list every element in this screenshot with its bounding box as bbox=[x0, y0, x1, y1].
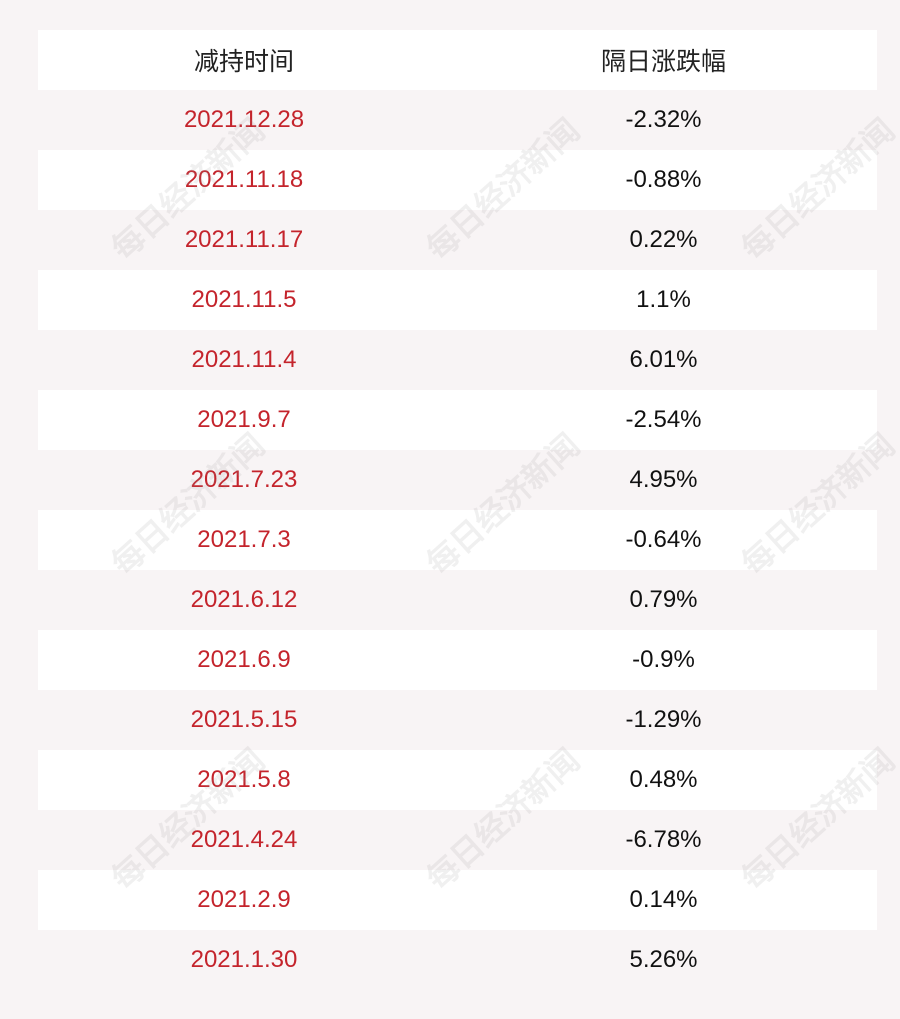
reduction-date: 2021.11.4 bbox=[191, 346, 297, 373]
table-row: 2021.11.17 0.22% bbox=[38, 210, 877, 270]
next-day-change: -2.32% bbox=[625, 106, 702, 133]
table-row: 2021.7.3 -0.64% bbox=[38, 510, 877, 570]
next-day-change: -2.54% bbox=[625, 406, 702, 433]
table-row: 2021.11.18 -0.88% bbox=[38, 150, 877, 210]
table-row: 2021.4.24 -6.78% bbox=[38, 810, 877, 870]
table-row: 2021.5.15 -1.29% bbox=[38, 690, 877, 750]
next-day-change: -0.64% bbox=[625, 526, 702, 553]
reduction-table: 减持时间 隔日涨跌幅 2021.12.28 -2.32% 2021.11.18 -0.… bbox=[38, 30, 877, 990]
reduction-date: 2021.7.3 bbox=[197, 526, 291, 553]
reduction-date: 2021.12.28 bbox=[183, 106, 305, 133]
next-day-change: 0.22% bbox=[629, 226, 698, 253]
table-row: 2021.7.23 4.95% bbox=[38, 450, 877, 510]
table-row: 2021.6.9 -0.9% bbox=[38, 630, 877, 690]
reduction-date: 2021.1.30 bbox=[190, 946, 298, 973]
table-header: 减持时间 隔日涨跌幅 bbox=[38, 30, 877, 90]
table-row: 2021.11.4 6.01% bbox=[38, 330, 877, 390]
next-day-change: 6.01% bbox=[629, 346, 698, 373]
reduction-date: 2021.6.9 bbox=[197, 646, 291, 673]
reduction-date: 2021.11.18 bbox=[184, 166, 304, 193]
next-day-change: -1.29% bbox=[625, 706, 702, 733]
table-row: 2021.12.28 -2.32% bbox=[38, 90, 877, 150]
reduction-date: 2021.9.7 bbox=[197, 406, 291, 433]
table-row: 2021.1.30 5.26% bbox=[38, 930, 877, 990]
reduction-date: 2021.4.24 bbox=[190, 826, 298, 853]
table-row: 2021.6.12 0.79% bbox=[38, 570, 877, 630]
next-day-change: -0.88% bbox=[625, 166, 702, 193]
table-row: 2021.5.8 0.48% bbox=[38, 750, 877, 810]
header-next-day-change: 隔日涨跌幅 bbox=[600, 48, 726, 76]
next-day-change: 4.95% bbox=[629, 466, 698, 493]
reduction-date: 2021.11.17 bbox=[184, 226, 304, 253]
reduction-date: 2021.5.8 bbox=[197, 766, 291, 793]
table-row: 2021.9.7 -2.54% bbox=[38, 390, 877, 450]
table-row: 2021.11.5 1.1% bbox=[38, 270, 877, 330]
next-day-change: 0.14% bbox=[629, 886, 698, 913]
table-row: 2021.2.9 0.14% bbox=[38, 870, 877, 930]
reduction-date: 2021.6.12 bbox=[190, 586, 298, 613]
next-day-change: -0.9% bbox=[632, 646, 695, 673]
reduction-date: 2021.11.5 bbox=[191, 286, 297, 313]
next-day-change: 1.1% bbox=[636, 286, 691, 313]
next-day-change: -6.78% bbox=[625, 826, 702, 853]
next-day-change: 0.79% bbox=[629, 586, 698, 613]
header-reduction-date: 减持时间 bbox=[193, 48, 294, 76]
reduction-date: 2021.2.9 bbox=[197, 886, 291, 913]
next-day-change: 5.26% bbox=[629, 946, 698, 973]
reduction-date: 2021.7.23 bbox=[190, 466, 298, 493]
reduction-date: 2021.5.15 bbox=[190, 706, 298, 733]
next-day-change: 0.48% bbox=[629, 766, 698, 793]
table-body: 2021.12.28 -2.32% 2021.11.18 -0.88% 2021.11.… bbox=[38, 90, 877, 990]
